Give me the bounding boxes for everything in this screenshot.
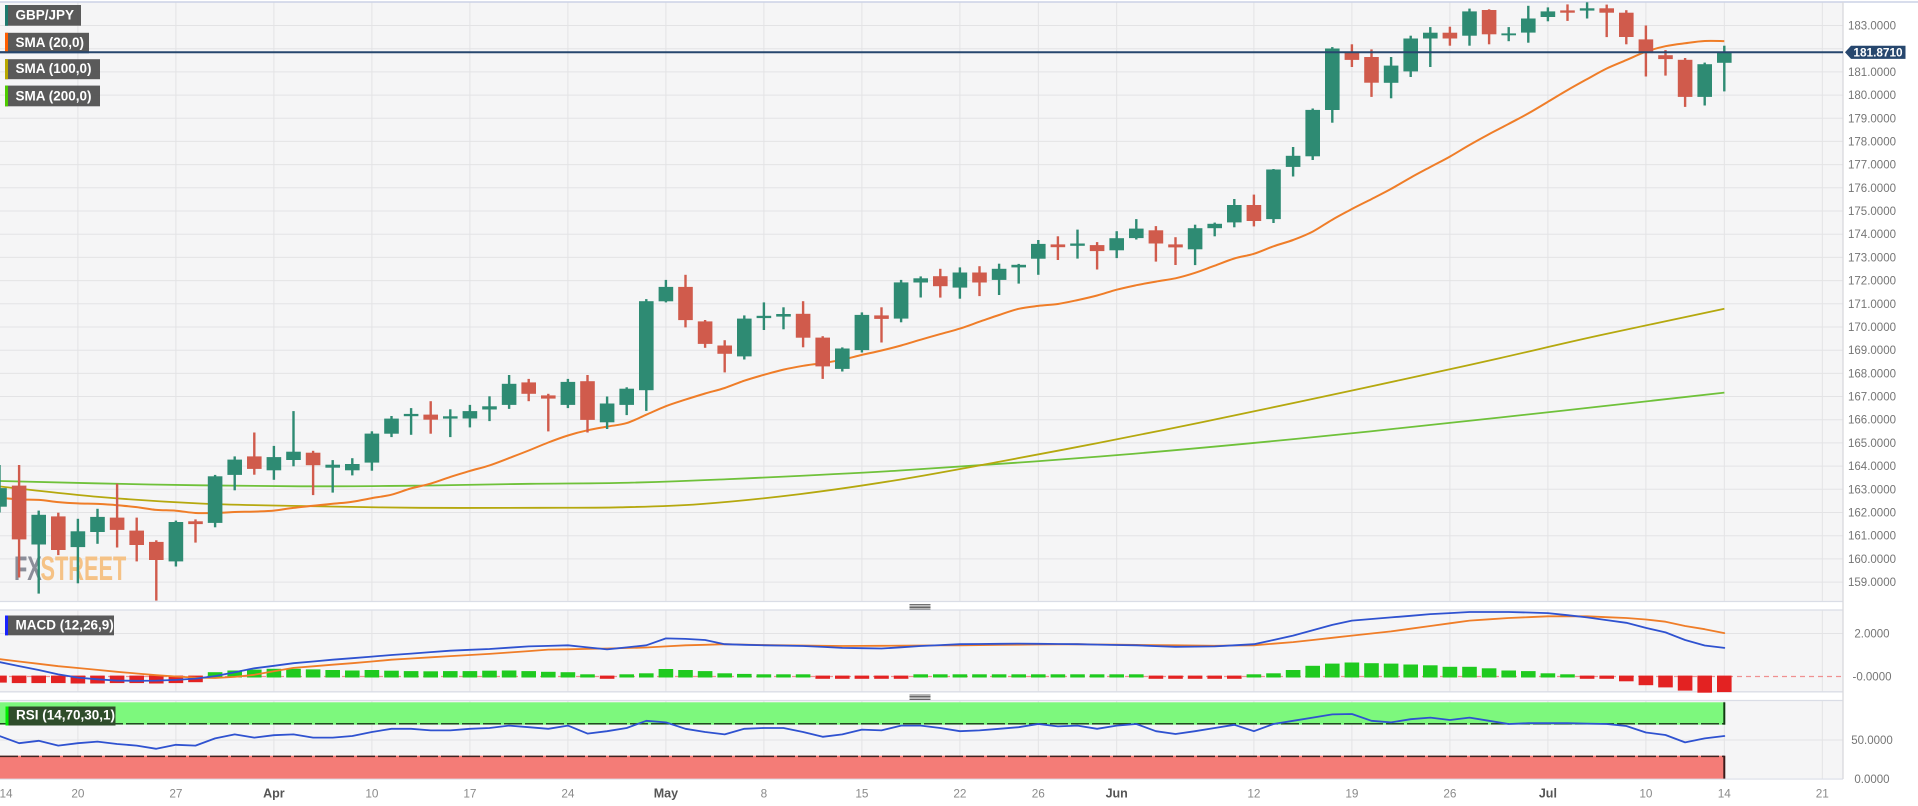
svg-text:22: 22 xyxy=(953,787,966,801)
svg-text:RSI (14,70,30,1): RSI (14,70,30,1) xyxy=(16,708,115,723)
svg-text:165.0000: 165.0000 xyxy=(1848,438,1896,450)
svg-text:162.0000: 162.0000 xyxy=(1848,508,1896,520)
svg-text:179.0000: 179.0000 xyxy=(1848,113,1896,125)
svg-text:10: 10 xyxy=(1639,787,1653,801)
svg-text:SMA (100,0): SMA (100,0) xyxy=(16,61,92,76)
svg-text:176.0000: 176.0000 xyxy=(1848,183,1896,195)
svg-text:Jun: Jun xyxy=(1106,787,1128,801)
svg-text:GBP/JPY: GBP/JPY xyxy=(16,8,75,23)
svg-text:2.0000: 2.0000 xyxy=(1854,629,1889,641)
svg-text:8: 8 xyxy=(761,787,768,801)
svg-text:181.0000: 181.0000 xyxy=(1848,67,1896,79)
svg-text:27: 27 xyxy=(169,787,182,801)
svg-text:12: 12 xyxy=(1247,787,1260,801)
svg-text:168.0000: 168.0000 xyxy=(1848,368,1896,380)
svg-text:May: May xyxy=(654,787,678,801)
svg-text:166.0000: 166.0000 xyxy=(1848,415,1896,427)
svg-text:15: 15 xyxy=(855,787,869,801)
svg-text:160.0000: 160.0000 xyxy=(1848,554,1896,566)
svg-text:161.0000: 161.0000 xyxy=(1848,531,1896,543)
svg-text:26: 26 xyxy=(1032,787,1046,801)
svg-text:-0.0000: -0.0000 xyxy=(1852,672,1891,684)
svg-text:SMA (200,0): SMA (200,0) xyxy=(16,88,92,103)
svg-text:159.0000: 159.0000 xyxy=(1848,577,1896,589)
svg-text:173.0000: 173.0000 xyxy=(1848,252,1896,264)
svg-text:170.0000: 170.0000 xyxy=(1848,322,1896,334)
svg-text:17: 17 xyxy=(463,787,476,801)
svg-text:FXSTREET: FXSTREET xyxy=(14,550,127,588)
svg-text:10: 10 xyxy=(365,787,379,801)
svg-text:167.0000: 167.0000 xyxy=(1848,392,1896,404)
svg-text:14: 14 xyxy=(1718,787,1732,801)
svg-text:180.0000: 180.0000 xyxy=(1848,90,1896,102)
svg-text:181.8710: 181.8710 xyxy=(1853,46,1903,60)
svg-text:174.0000: 174.0000 xyxy=(1848,229,1896,241)
svg-text:21: 21 xyxy=(1816,787,1829,801)
svg-text:SMA (20,0): SMA (20,0) xyxy=(16,35,85,50)
svg-text:19: 19 xyxy=(1345,787,1358,801)
svg-text:177.0000: 177.0000 xyxy=(1848,160,1896,172)
svg-text:183.0000: 183.0000 xyxy=(1848,21,1896,33)
svg-text:169.0000: 169.0000 xyxy=(1848,345,1896,357)
svg-text:Jul: Jul xyxy=(1539,787,1557,801)
svg-text:Apr: Apr xyxy=(263,787,285,801)
svg-text:172.0000: 172.0000 xyxy=(1848,276,1896,288)
svg-text:26: 26 xyxy=(1443,787,1457,801)
svg-text:178.0000: 178.0000 xyxy=(1848,136,1896,148)
svg-text:14: 14 xyxy=(0,787,13,801)
svg-text:175.0000: 175.0000 xyxy=(1848,206,1896,218)
svg-text:164.0000: 164.0000 xyxy=(1848,461,1896,473)
svg-text:0.0000: 0.0000 xyxy=(1854,774,1889,786)
svg-text:MACD (12,26,9): MACD (12,26,9) xyxy=(16,617,114,632)
svg-text:20: 20 xyxy=(71,787,85,801)
svg-text:24: 24 xyxy=(561,787,575,801)
svg-text:163.0000: 163.0000 xyxy=(1848,484,1896,496)
svg-text:50.0000: 50.0000 xyxy=(1851,735,1893,747)
svg-text:171.0000: 171.0000 xyxy=(1848,299,1896,311)
